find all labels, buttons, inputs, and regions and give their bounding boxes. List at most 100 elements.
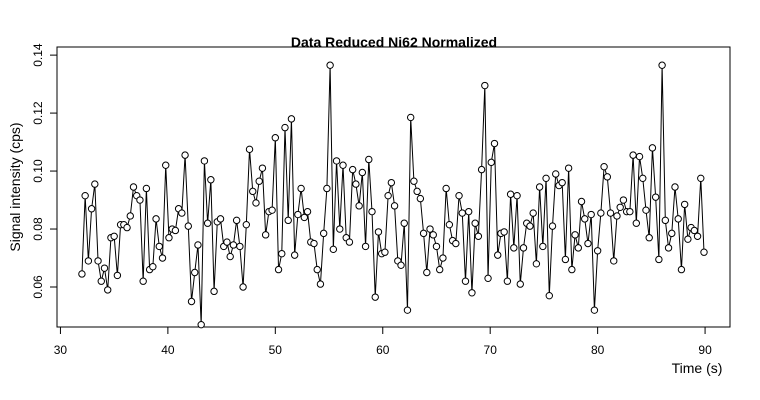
data-point: [700, 248, 708, 256]
data-point: [281, 123, 289, 132]
data-point: [284, 216, 292, 225]
data-point: [442, 184, 450, 193]
data-point: [632, 219, 641, 227]
data-point: [413, 187, 421, 196]
data-point: [516, 280, 524, 288]
data-point: [629, 151, 637, 159]
data-point: [432, 242, 441, 251]
data-point: [274, 265, 283, 274]
data-point: [639, 174, 647, 183]
x-tick-label: 90: [698, 343, 712, 357]
y-tick-label: 0.10: [31, 159, 45, 183]
data-point: [680, 200, 689, 209]
data-point: [236, 242, 244, 251]
data-point: [239, 283, 247, 291]
x-axis-label: Time (s): [672, 360, 723, 376]
data-point: [410, 177, 418, 185]
data-point: [152, 215, 160, 223]
data-point: [287, 115, 296, 123]
data-point: [345, 238, 354, 246]
data-point: [200, 157, 209, 165]
data-point: [319, 229, 328, 238]
data-point: [574, 244, 582, 252]
data-point: [416, 194, 425, 203]
y-tick-label: 0.06: [31, 275, 45, 299]
data-point: [271, 134, 280, 142]
data-point: [545, 291, 553, 300]
data-point: [336, 225, 344, 233]
data-point: [226, 252, 234, 261]
data-point: [642, 206, 650, 214]
data-point: [684, 235, 692, 243]
data-point: [648, 144, 657, 152]
data-point: [348, 165, 357, 174]
y-tick-label: 0.14: [31, 43, 45, 67]
data-point: [368, 207, 376, 216]
data-point: [100, 264, 109, 272]
data-point: [310, 239, 318, 248]
data-point: [658, 61, 666, 69]
data-point: [677, 265, 686, 274]
data-point: [558, 178, 566, 187]
data-point: [664, 244, 673, 252]
data-point: [697, 174, 705, 183]
data-point: [635, 152, 644, 161]
data-point: [390, 202, 399, 210]
data-point: [136, 196, 144, 204]
data-point: [113, 271, 122, 280]
data-point: [142, 184, 151, 193]
data-point: [104, 286, 112, 294]
data-point: [445, 220, 454, 229]
data-point: [526, 222, 534, 230]
data-point: [242, 220, 251, 229]
data-point: [245, 145, 254, 154]
data-point: [162, 161, 170, 169]
data-point: [87, 205, 96, 213]
data-point: [387, 178, 396, 187]
data-point: [671, 183, 679, 191]
data-point: [207, 176, 215, 184]
data-point: [613, 212, 621, 220]
data-point: [355, 202, 363, 210]
data-point: [603, 173, 612, 181]
data-point: [423, 268, 431, 277]
data-point: [645, 234, 653, 242]
data-point: [97, 277, 105, 285]
data-point: [661, 216, 670, 225]
data-point: [471, 219, 479, 227]
data-point: [91, 180, 99, 188]
data-point: [406, 113, 415, 122]
data-point: [474, 232, 483, 240]
data-point: [197, 320, 205, 329]
data-point: [510, 244, 518, 252]
data-point: [81, 191, 89, 200]
data-point: [252, 199, 260, 207]
data-point: [358, 168, 367, 177]
data-point: [465, 207, 473, 216]
data-point: [519, 244, 528, 252]
data-point: [590, 306, 599, 314]
series-line: [81, 65, 705, 325]
data-point: [374, 228, 383, 236]
data-point: [158, 254, 167, 262]
data-point: [339, 161, 347, 169]
data-point: [490, 139, 499, 148]
data-point: [94, 257, 102, 265]
data-point: [313, 265, 321, 274]
data-point: [484, 274, 492, 283]
data-point: [655, 255, 663, 264]
data-point: [568, 265, 576, 274]
data-point: [384, 191, 392, 200]
x-tick-label: 40: [161, 343, 175, 357]
data-point: [371, 293, 379, 301]
data-point: [297, 184, 305, 193]
data-point: [223, 238, 231, 246]
y-tick-label: 0.08: [31, 217, 45, 241]
data-point: [278, 249, 286, 258]
data-point: [129, 183, 138, 191]
data-point: [693, 232, 702, 240]
data-point: [587, 210, 595, 219]
data-point: [365, 155, 373, 164]
data-point: [171, 226, 180, 235]
